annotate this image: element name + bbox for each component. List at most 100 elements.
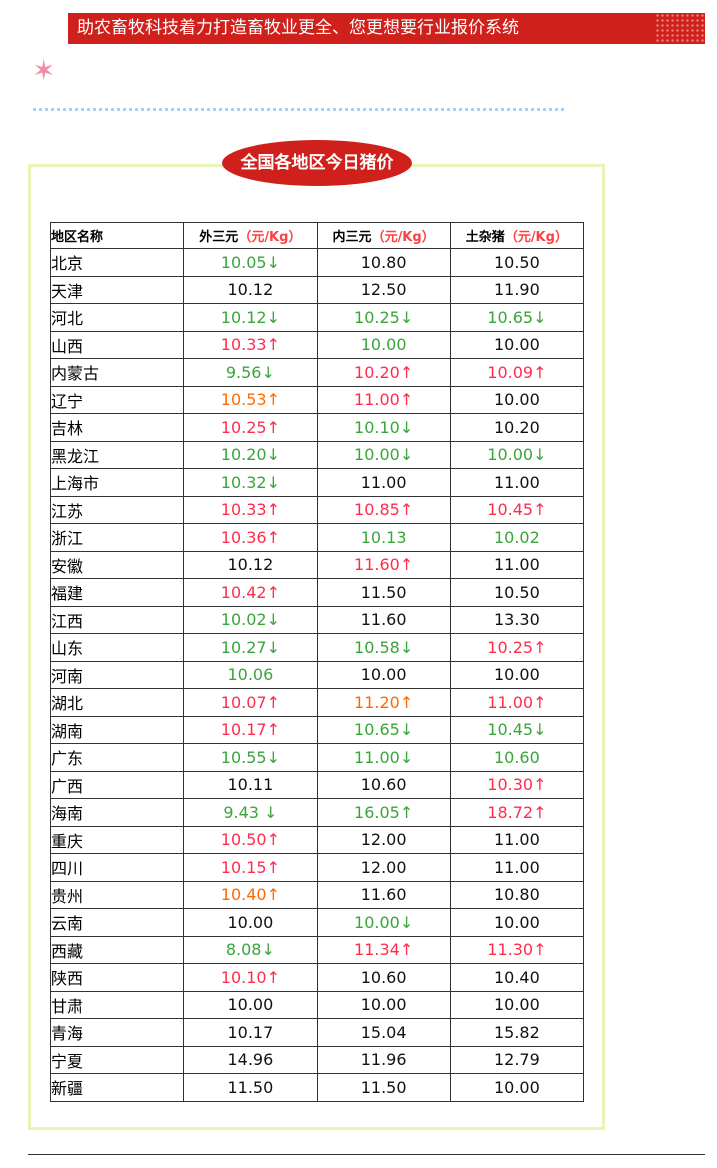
price-cell: 10.13 [316,523,451,552]
table-header-row: 地区名称 外三元（元/Kg） 内三元（元/Kg） 土杂猪（元/Kg） [49,222,585,249]
price-cell: 10.12↓ [183,303,318,332]
region-cell: 青海 [49,1018,185,1047]
table-row: 云南 10.00 10.00↓ 10.00 [49,908,585,937]
table-row: 江苏 10.33↑ 10.85↑ 10.45↑ [49,495,585,524]
price-cell: 11.96 [316,1045,451,1074]
price-cell: 10.25↓ [316,303,451,332]
starfish-icon: ✶ [32,54,56,87]
price-cell: 10.40 [449,963,585,992]
price-cell: 10.65↓ [316,715,451,744]
price-cell: 9.43 ↓ [183,798,318,827]
price-cell: 11.00 [449,550,585,579]
table-row: 重庆 10.50↑ 12.00 11.00 [49,825,585,854]
region-cell: 山西 [49,330,185,359]
region-cell: 安徽 [49,550,185,579]
price-cell: 10.60 [449,743,585,772]
price-cell: 10.20↑ [316,358,451,387]
column-header: 地区名称 [49,222,185,249]
price-cell: 11.00↑ [449,688,585,717]
table-row: 黑龙江 10.20↓ 10.00↓ 10.00↓ [49,440,585,469]
price-cell: 11.50 [316,1073,451,1102]
region-cell: 西藏 [49,935,185,964]
table-row: 青海 10.17 15.04 15.82 [49,1018,585,1047]
price-cell: 10.15↑ [183,853,318,882]
region-cell: 浙江 [49,523,185,552]
region-cell: 天津 [49,275,185,304]
table-row: 广东 10.55↓ 11.00↓ 10.60 [49,743,585,772]
price-cell: 10.11 [183,770,318,799]
column-header: 内三元（元/Kg） [316,222,451,249]
table-row: 内蒙古 9.56↓ 10.20↑ 10.09↑ [49,358,585,387]
pig-price-table: 地区名称 外三元（元/Kg） 内三元（元/Kg） 土杂猪（元/Kg） 北京 10.05↓… [49,222,585,1102]
price-cell: 10.80 [316,248,451,277]
region-cell: 江苏 [49,495,185,524]
price-cell: 10.30↑ [449,770,585,799]
region-cell: 甘肃 [49,990,185,1019]
price-cell: 10.00 [449,990,585,1019]
banner-title: 助农畜牧科技着力打造畜牧业更全、您更想要行业报价系统 [77,18,519,38]
region-cell: 广东 [49,743,185,772]
region-cell: 云南 [49,908,185,937]
price-cell: 10.00 [183,908,318,937]
table-row: 新疆 11.50 11.50 10.00 [49,1073,585,1102]
price-cell: 10.33↑ [183,495,318,524]
price-cell: 10.36↑ [183,523,318,552]
header-banner: 助农畜牧科技着力打造畜牧业更全、您更想要行业报价系统 [68,13,705,44]
price-cell: 11.00 [449,468,585,497]
bottom-divider [28,1154,705,1155]
table-row: 贵州 10.40↑ 11.60 10.80 [49,880,585,909]
price-cell: 11.30↑ [449,935,585,964]
price-cell: 11.90 [449,275,585,304]
price-cell: 11.34↑ [316,935,451,964]
price-cell: 12.79 [449,1045,585,1074]
price-cell: 16.05↑ [316,798,451,827]
price-cell: 10.00 [316,660,451,689]
region-cell: 江西 [49,605,185,634]
price-cell: 10.07↑ [183,688,318,717]
price-cell: 10.50 [449,578,585,607]
column-header: 外三元（元/Kg） [183,222,318,249]
header-unit: （元/Kg） [371,230,435,245]
price-cell: 10.50 [449,248,585,277]
table-row: 上海市 10.32↓ 11.00 11.00 [49,468,585,497]
price-cell: 10.45↑ [449,495,585,524]
table-row: 北京 10.05↓ 10.80 10.50 [49,248,585,277]
price-cell: 10.05↓ [183,248,318,277]
price-cell: 10.00 [183,990,318,1019]
table-row: 广西 10.11 10.60 10.30↑ [49,770,585,799]
header-unit: （元/Kg） [238,230,302,245]
price-cell: 10.85↑ [316,495,451,524]
table-row: 陕西 10.10↑ 10.60 10.40 [49,963,585,992]
price-cell: 10.00 [449,908,585,937]
region-cell: 湖南 [49,715,185,744]
table-row: 山西 10.33↑ 10.00 10.00 [49,330,585,359]
price-cell: 10.50↑ [183,825,318,854]
price-cell: 11.00↓ [316,743,451,772]
price-cell: 10.02 [449,523,585,552]
header-label: 土杂猪 [465,230,505,245]
region-cell: 内蒙古 [49,358,185,387]
price-cell: 10.00 [449,330,585,359]
price-cell: 10.25↑ [183,413,318,442]
region-cell: 贵州 [49,880,185,909]
header-label: 地区名称 [51,230,104,245]
price-cell: 8.08↓ [183,935,318,964]
price-cell: 11.50 [183,1073,318,1102]
region-cell: 辽宁 [49,385,185,414]
header-label: 外三元 [199,230,239,245]
price-cell: 13.30 [449,605,585,634]
price-cell: 12.00 [316,853,451,882]
price-cell: 10.58↓ [316,633,451,662]
price-cell: 10.00↓ [449,440,585,469]
price-cell: 10.27↓ [183,633,318,662]
price-cell: 10.06 [183,660,318,689]
table-row: 海南 9.43 ↓ 16.05↑ 18.72↑ [49,798,585,827]
price-cell: 10.32↓ [183,468,318,497]
price-cell: 11.60 [316,605,451,634]
price-cell: 10.00↓ [316,908,451,937]
price-cell: 10.53↑ [183,385,318,414]
price-cell: 11.20↑ [316,688,451,717]
price-cell: 10.10↓ [316,413,451,442]
header-label: 内三元 [332,230,372,245]
section-title-badge: 全国各地区今日猪价 [222,140,412,186]
